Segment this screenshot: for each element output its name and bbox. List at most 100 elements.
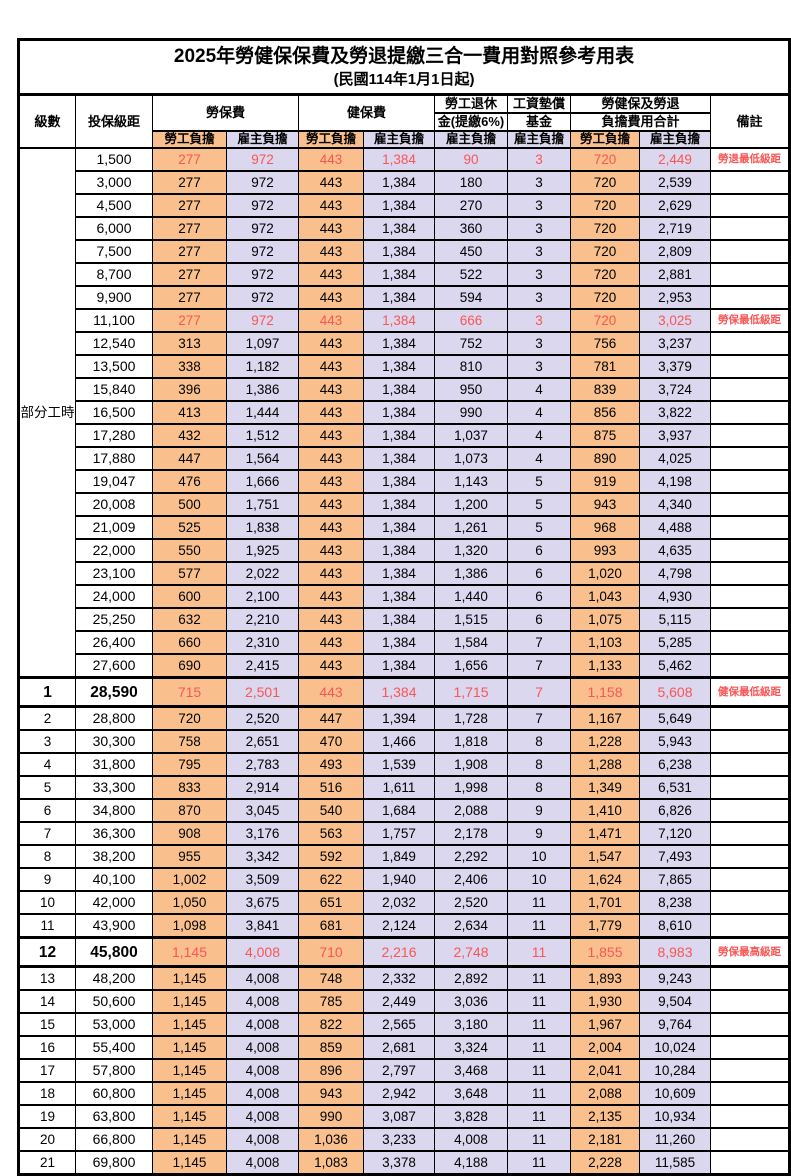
value-cell: 443 [298,193,364,218]
value-cell: 522 [434,262,508,287]
value-cell: 2,310 [226,630,299,655]
value-cell: 3,841 [226,913,299,939]
value-cell: 972 [226,170,299,195]
table-row: 8 38,200 955 3,342 592 1,849 2,292 10 1,547 7,493 [18,844,791,869]
remark-cell [709,538,791,563]
value-cell: 651 [298,890,364,915]
part-time-group-cell: 部分工時 [18,147,76,679]
value-cell: 943 [298,1081,364,1106]
value-cell: 1,751 [226,492,299,517]
table-row: 3,000 277 972 443 1,384 180 3 720 2,539 [19,170,791,195]
remark-cell [709,607,791,632]
table-row: 8,700 277 972 443 1,384 522 3 720 2,881 [19,262,791,287]
value-cell: 11 [507,1127,571,1152]
value-cell: 7 [507,676,571,708]
value-cell: 2,022 [226,561,299,586]
value-cell: 3 [507,170,571,195]
value-cell: 2,210 [226,607,299,632]
value-cell: 5 [507,515,571,540]
value-cell: 1,624 [570,867,640,892]
value-cell: 1,228 [570,729,640,754]
value-cell: 1,384 [363,354,435,379]
remark-cell [709,913,791,939]
value-cell: 2,651 [226,729,299,754]
salary-bracket-cell: 63,800 [75,1104,153,1129]
header-row-burden: 勞工負擔 雇主負擔 勞工負擔 雇主負擔 雇主負擔 雇主負擔 勞工負擔 雇主負擔 [19,130,790,149]
remark-cell [709,331,791,356]
value-cell: 890 [570,446,640,471]
value-cell: 720 [570,193,640,218]
value-cell: 1,384 [363,308,435,333]
table-row: 9,900 277 972 443 1,384 594 3 720 2,953 [19,285,791,310]
header-total-line2: 負擔費用合計 [570,112,711,132]
level-cell: 6 [18,798,76,823]
value-cell: 1,145 [152,1127,227,1152]
value-cell: 270 [434,193,508,218]
value-cell: 839 [570,377,640,402]
value-cell: 1,145 [152,936,227,968]
value-cell: 3,937 [639,423,711,448]
value-cell: 443 [298,423,364,448]
header-row-group2: 金(提繳6%) 基金 負擔費用合計 [19,112,790,132]
salary-bracket-cell: 57,800 [75,1058,153,1083]
salary-bracket-cell: 19,047 [75,469,153,494]
value-cell: 1,547 [570,844,640,869]
value-cell: 4,008 [226,1035,299,1060]
value-cell: 277 [152,262,227,287]
value-cell: 443 [298,515,364,540]
value-cell: 859 [298,1035,364,1060]
value-cell: 875 [570,423,640,448]
value-cell: 4,008 [226,989,299,1014]
header-labor-employee-burden: 勞工負擔 [152,130,227,149]
value-cell: 8,238 [639,890,711,915]
value-cell: 720 [570,216,640,241]
salary-bracket-cell: 55,400 [75,1035,153,1060]
value-cell: 1,145 [152,989,227,1014]
value-cell: 450 [434,239,508,264]
value-cell: 1,043 [570,584,640,609]
value-cell: 972 [226,193,299,218]
value-cell: 1,515 [434,607,508,632]
value-cell: 2,748 [434,936,508,968]
value-cell: 5,462 [639,653,711,679]
salary-bracket-cell: 3,000 [75,170,153,195]
value-cell: 443 [298,170,364,195]
remark-cell [709,630,791,655]
value-cell: 6,238 [639,752,711,777]
value-cell: 4 [507,423,571,448]
remark-cell [709,492,791,517]
value-cell: 11 [507,1035,571,1060]
value-cell: 1,384 [363,607,435,632]
value-cell: 2,892 [434,965,508,991]
value-cell: 2,681 [363,1035,435,1060]
salary-bracket-cell: 22,000 [75,538,153,563]
value-cell: 3,036 [434,989,508,1014]
level-cell: 9 [18,867,76,892]
salary-bracket-cell: 30,300 [75,729,153,754]
value-cell: 2,783 [226,752,299,777]
remark-cell [709,446,791,471]
value-cell: 720 [570,308,640,333]
value-cell: 3,378 [363,1150,435,1176]
table-row: 4,500 277 972 443 1,384 270 3 720 2,629 [19,193,791,218]
value-cell: 443 [298,285,364,310]
value-cell: 1,584 [434,630,508,655]
remark-cell [709,561,791,586]
remark-cell [709,285,791,310]
header-labor-employer-burden: 雇主負擔 [226,130,299,149]
value-cell: 277 [152,216,227,241]
value-cell: 1,715 [434,676,508,708]
value-cell: 443 [298,308,364,333]
value-cell: 447 [152,446,227,471]
value-cell: 11 [507,1058,571,1083]
value-cell: 443 [298,400,364,425]
salary-bracket-cell: 45,800 [75,936,153,968]
value-cell: 3,342 [226,844,299,869]
header-pension-employer-burden: 雇主負擔 [434,130,508,149]
table-row: 5 33,300 833 2,914 516 1,611 1,998 8 1,349 6,531 [18,775,791,800]
value-cell: 277 [152,239,227,264]
value-cell: 1,849 [363,844,435,869]
table-row: 18 60,800 1,145 4,008 943 2,942 3,648 11 2,088 10… [18,1081,791,1106]
table-row: 7 36,300 908 3,176 563 1,757 2,178 9 1,471 7,120 [18,821,791,846]
value-cell: 443 [298,216,364,241]
